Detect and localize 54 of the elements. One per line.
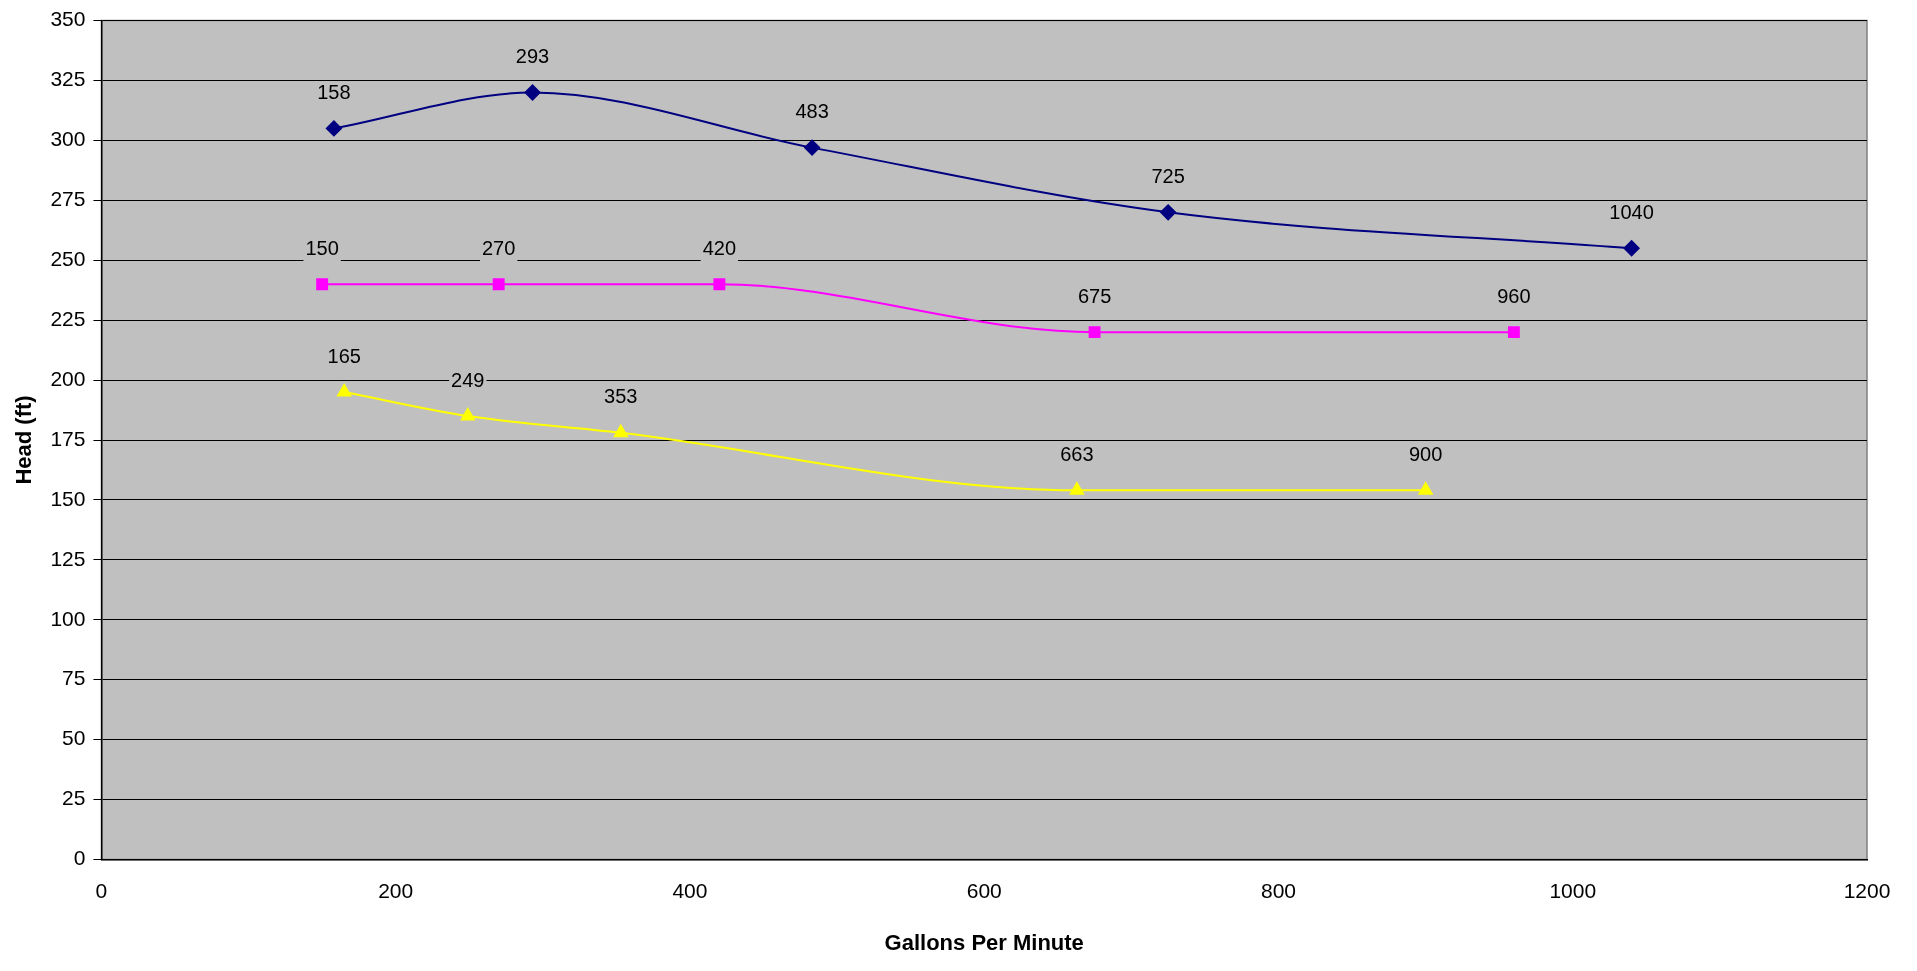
- point: [1623, 240, 1640, 257]
- x-tick-label: 800: [1260, 878, 1296, 902]
- y-tick-label: 75: [62, 666, 86, 690]
- annotation: 420: [702, 236, 737, 259]
- y-tick-label: 50: [62, 726, 86, 750]
- annotation: 158: [317, 80, 351, 103]
- y-tick-label: 275: [50, 187, 86, 211]
- annotation: 1040: [1609, 200, 1654, 223]
- point: [1160, 204, 1177, 221]
- annotation: 270: [482, 236, 516, 259]
- point: [713, 278, 726, 291]
- y-tick-label: 125: [50, 546, 86, 570]
- annotation: 483: [795, 100, 829, 123]
- annotation: 675: [1077, 284, 1112, 307]
- annotation: 725: [1151, 164, 1185, 187]
- annotation: 960: [1497, 284, 1531, 307]
- annotation: 900: [1408, 442, 1443, 465]
- y-axis-title: Head (ft): [11, 395, 37, 485]
- annotation: 293: [515, 45, 550, 68]
- annotation: 249: [451, 368, 485, 391]
- x-tick-label: 200: [378, 878, 414, 902]
- point: [337, 384, 352, 397]
- x-tick-label: 1200: [1843, 878, 1891, 902]
- point: [492, 278, 505, 291]
- annotation: 353: [604, 385, 638, 408]
- point: [325, 120, 342, 137]
- x-tick-label: 400: [672, 878, 708, 902]
- point: [460, 408, 475, 421]
- point: [1507, 326, 1520, 339]
- y-tick-label: 100: [50, 606, 86, 630]
- y-tick-label: 325: [50, 67, 86, 91]
- y-tick-label: 0: [73, 846, 86, 870]
- annotation: 663: [1060, 442, 1094, 465]
- x-tick-label: 1000: [1549, 878, 1597, 902]
- y-tick-label: 300: [50, 127, 86, 151]
- point: [1418, 482, 1433, 495]
- annotation: 150: [305, 236, 339, 259]
- y-tick-label: 150: [50, 486, 86, 510]
- point: [524, 84, 541, 101]
- x-tick-label: 0: [95, 878, 108, 902]
- y-tick-label: 175: [50, 426, 86, 450]
- y-tick-label: 25: [62, 786, 86, 810]
- point: [804, 139, 821, 156]
- y-tick-label: 350: [50, 7, 86, 31]
- x-axis-title: Gallons Per Minute: [884, 929, 1084, 955]
- y-tick-label: 200: [50, 366, 86, 390]
- y-tick-label: 225: [50, 306, 86, 330]
- y-tick-label: 250: [50, 247, 86, 271]
- point: [613, 424, 628, 438]
- point: [316, 278, 329, 291]
- point: [1088, 326, 1101, 339]
- annotation: 165: [327, 344, 361, 367]
- x-tick-label: 600: [966, 878, 1002, 902]
- point: [1069, 482, 1084, 495]
